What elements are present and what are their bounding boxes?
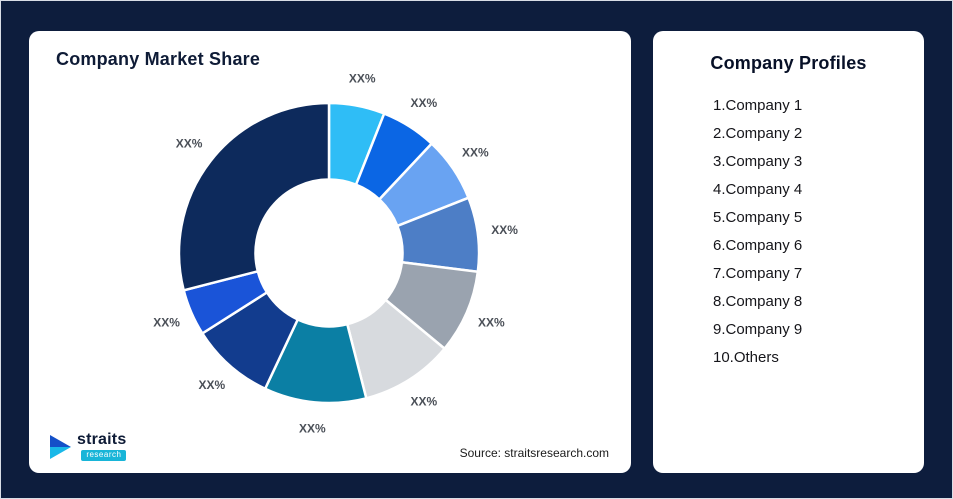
- list-item: 3.Company 3: [713, 153, 803, 170]
- list-item: 4.Company 4: [713, 181, 803, 198]
- list-item: 7.Company 7: [713, 265, 803, 282]
- logo-mark-icon: [50, 434, 71, 459]
- segment-label: XX%: [491, 223, 518, 237]
- list-item: 2.Company 2: [713, 125, 803, 142]
- profiles-title: Company Profiles: [710, 53, 867, 73]
- straits-logo: straits research: [47, 431, 127, 461]
- logo-subtitle: research: [81, 450, 127, 461]
- company-list: 1.Company 1 2.Company 2 3.Company 3 4.Compa…: [653, 92, 924, 372]
- segment-label: XX%: [199, 378, 226, 392]
- segment-label: XX%: [349, 71, 376, 85]
- logo-text: straits research: [77, 431, 127, 461]
- list-item: 1.Company 1: [713, 97, 803, 114]
- donut-chart: XX% XX% XX% XX% XX% XX% XX% XX% XX% XX%: [153, 71, 518, 435]
- donut-segment: [177, 101, 331, 292]
- segment-label: XX%: [462, 146, 489, 160]
- logo-name: straits: [77, 431, 127, 448]
- segment-label: XX%: [410, 96, 437, 110]
- list-item: 8.Company 8: [713, 293, 803, 310]
- segment-label: XX%: [299, 421, 326, 435]
- segment-label: XX%: [410, 395, 437, 409]
- list-item: 10.Others: [713, 349, 779, 366]
- list-item: 9.Company 9: [713, 321, 803, 338]
- source-attribution: Source: straitsresearch.com: [459, 446, 609, 460]
- chart-title: Company Market Share: [56, 49, 261, 69]
- list-item: 5.Company 5: [713, 209, 803, 226]
- company-profiles-card: Company Profiles 1.Company 1 2.Company 2 3…: [653, 31, 924, 473]
- segment-label: XX%: [478, 315, 505, 329]
- list-item: 6.Company 6: [713, 237, 803, 254]
- segment-label: XX%: [153, 315, 180, 329]
- segment-label: XX%: [176, 137, 203, 151]
- market-share-card: Company Market Share XX% XX% XX% XX% XX% XX% X…: [29, 31, 631, 473]
